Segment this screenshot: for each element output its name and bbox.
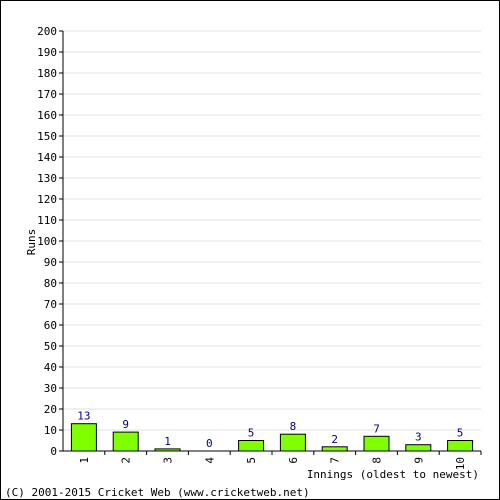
y-tick-label: 140 <box>37 151 57 164</box>
y-tick-label: 50 <box>44 340 57 353</box>
axes <box>62 31 482 455</box>
x-tick-label: 2 <box>120 457 133 464</box>
y-tick-label: 40 <box>44 361 57 374</box>
y-tick-label: 110 <box>37 214 57 227</box>
bar <box>238 440 265 452</box>
data-label: 2 <box>331 433 338 446</box>
bars <box>70 423 474 452</box>
x-tick-label: 5 <box>245 457 258 464</box>
x-tick-labels: 1 2 3 4 5 6 7 8 9 10 <box>78 457 467 471</box>
y-tick-label: 180 <box>37 67 57 80</box>
data-label: 5 <box>248 427 255 440</box>
x-axis-title: Innings (oldest to newest) <box>307 468 479 481</box>
x-tick-label: 4 <box>203 457 216 464</box>
y-tick-label: 130 <box>37 172 57 185</box>
bar <box>405 444 432 452</box>
y-tick-label: 170 <box>37 88 57 101</box>
x-tick-label: 1 <box>78 457 91 464</box>
grid-lines <box>59 30 481 452</box>
data-labels: 13 9 1 0 5 8 2 7 3 5 <box>77 410 463 450</box>
data-label: 3 <box>415 431 422 444</box>
data-label: 0 <box>206 437 213 450</box>
y-tick-labels: 0 10 20 30 40 50 60 70 80 90 100 110 120 130 140 150 160… <box>37 25 57 458</box>
y-tick-label: 60 <box>44 319 57 332</box>
bar <box>279 433 306 452</box>
x-tick-label: 7 <box>329 457 342 464</box>
data-label: 7 <box>373 422 380 435</box>
y-tick-label: 20 <box>44 403 57 416</box>
bar <box>447 440 474 452</box>
y-tick-label: 100 <box>37 235 57 248</box>
x-tick-label: 3 <box>162 457 175 464</box>
x-tick-label: 10 <box>454 457 467 470</box>
x-tick-label: 9 <box>412 457 425 464</box>
bar <box>363 435 390 452</box>
data-label: 8 <box>290 420 297 433</box>
x-tick-label: 6 <box>287 457 300 464</box>
bar <box>321 446 348 452</box>
data-label: 9 <box>122 418 129 431</box>
data-label: 5 <box>457 427 464 440</box>
data-label: 13 <box>77 410 90 423</box>
copyright-footer: (C) 2001-2015 Cricket Web (www.cricketwe… <box>5 486 310 499</box>
y-tick-label: 10 <box>44 424 57 437</box>
y-tick-label: 80 <box>44 277 57 290</box>
data-label: 1 <box>164 435 171 448</box>
y-tick-label: 160 <box>37 109 57 122</box>
y-tick-label: 190 <box>37 46 57 59</box>
bar <box>70 423 97 452</box>
y-tick-label: 0 <box>50 445 57 458</box>
y-tick-label: 120 <box>37 193 57 206</box>
bar <box>112 431 139 452</box>
y-tick-label: 200 <box>37 25 57 38</box>
y-tick-label: 70 <box>44 298 57 311</box>
y-axis-title: Runs <box>25 229 38 256</box>
y-tick-label: 150 <box>37 130 57 143</box>
y-tick-label: 90 <box>44 256 57 269</box>
y-tick-label: 30 <box>44 382 57 395</box>
x-tick-label: 8 <box>371 457 384 464</box>
